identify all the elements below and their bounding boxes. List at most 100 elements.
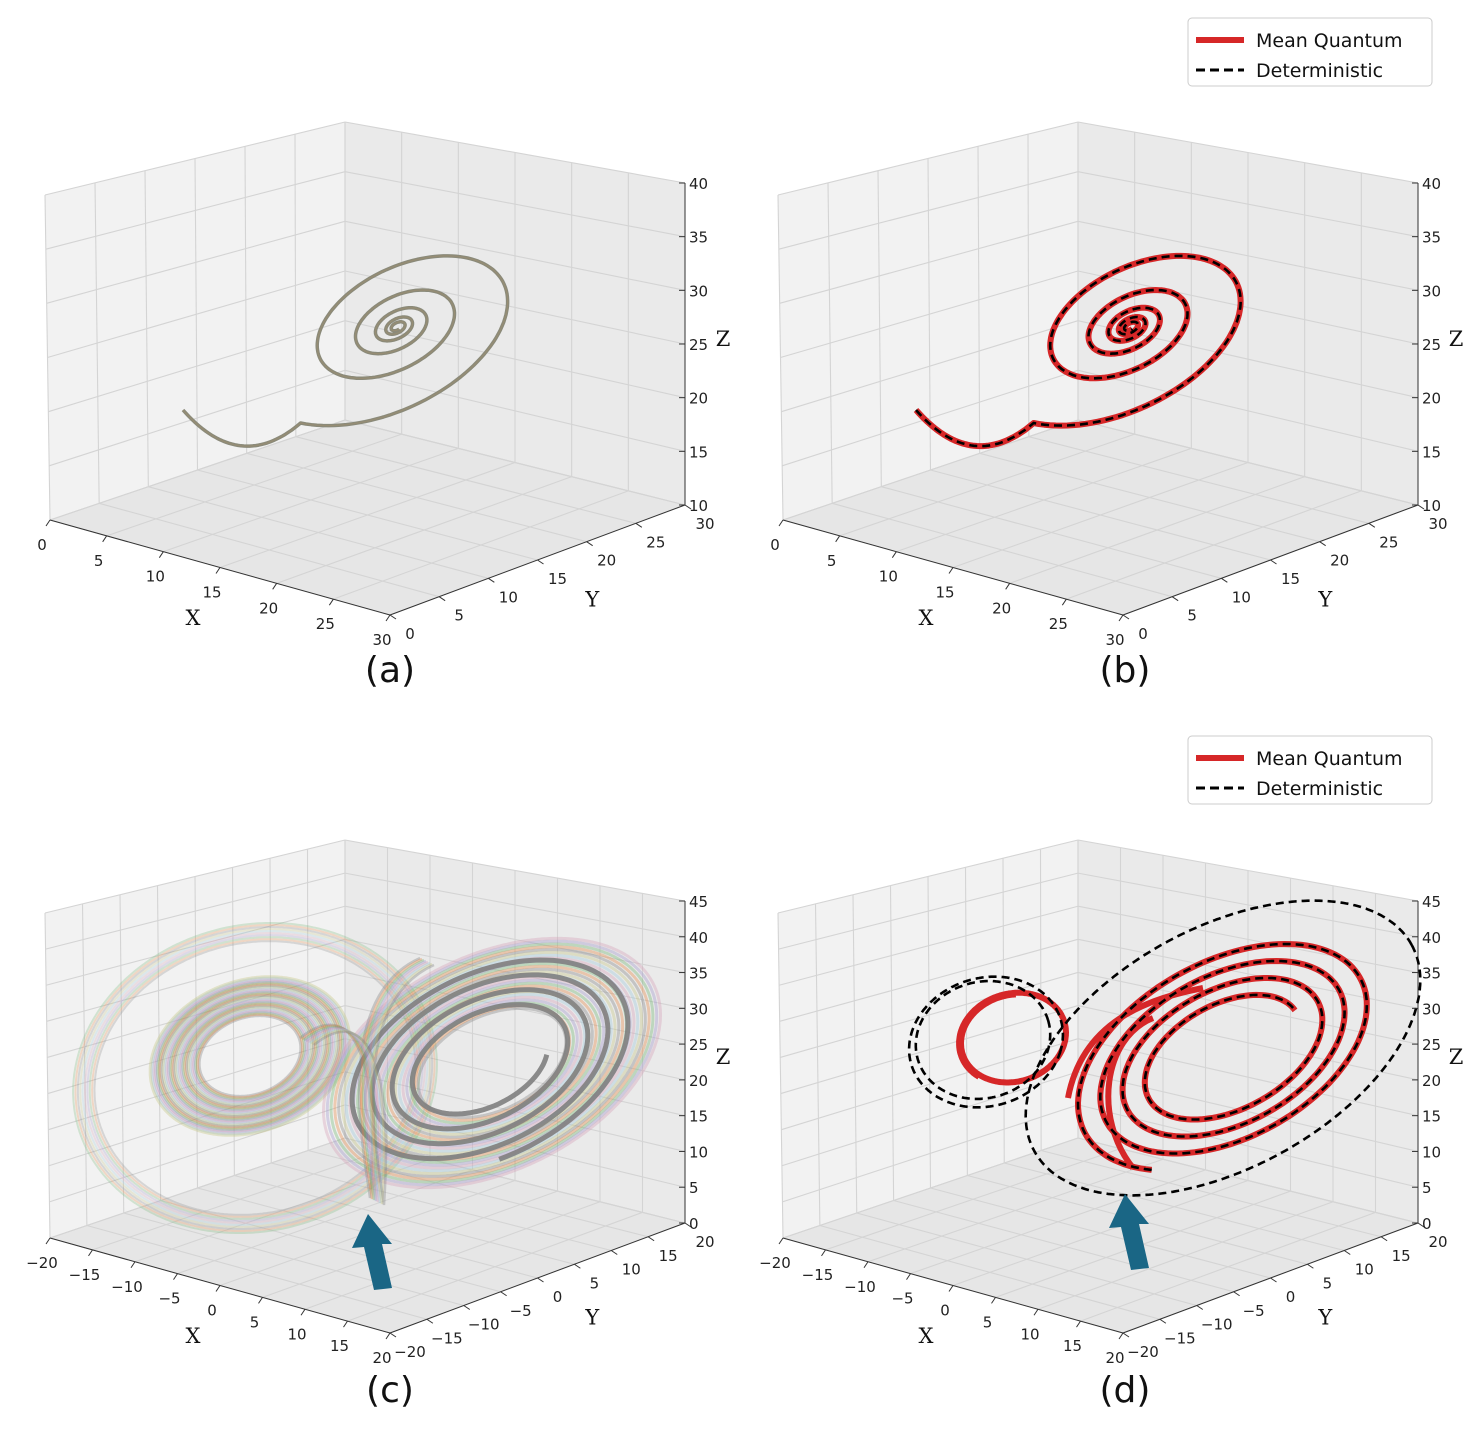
- y-tick-label: 15: [548, 570, 567, 588]
- grid-line: [778, 872, 1079, 950]
- ensemble-trajectory: [166, 989, 334, 1123]
- ensemble-trajectory: [299, 956, 421, 1199]
- z-tick-label: 20: [689, 1072, 708, 1090]
- z-tick-label: 25: [1422, 1036, 1441, 1054]
- z-tick-label: 40: [1422, 929, 1441, 947]
- y-tick-label: 15: [1281, 570, 1300, 588]
- grid-line: [344, 1005, 686, 1081]
- y-tick: [1343, 1250, 1351, 1255]
- plot-area: [181, 254, 510, 448]
- x-tick-label: 15: [202, 584, 221, 602]
- grid-line: [1077, 839, 1419, 902]
- ensemble-trajectory: [194, 1011, 306, 1101]
- y-tick: [1380, 1236, 1388, 1242]
- legend-box: [1187, 17, 1433, 87]
- z-tick-label: 15: [689, 443, 708, 461]
- ensemble-trajectory: [174, 995, 326, 1117]
- y-axis-label: Y: [1317, 588, 1333, 612]
- z-tick-label: 0: [1422, 1215, 1432, 1233]
- y-tick: [586, 541, 593, 547]
- ensemble-trajectory: [179, 999, 321, 1113]
- z-tick-label: 10: [1422, 497, 1441, 515]
- ensemble-trajectory: [305, 959, 427, 1202]
- grid-line: [927, 876, 932, 1189]
- grid-line: [782, 1137, 1079, 1239]
- z-axis-label: Z: [716, 1045, 731, 1069]
- y-tick-label: 5: [590, 1274, 600, 1292]
- grid-line: [45, 171, 346, 250]
- grid-line: [177, 1169, 473, 1275]
- grid-line: [779, 220, 1079, 304]
- grid-line: [952, 461, 1249, 569]
- z-axis-label: Z: [716, 327, 731, 351]
- y-tick-label: 5: [1187, 607, 1197, 625]
- grid-line: [48, 1038, 346, 1131]
- y-tick: [1122, 1332, 1130, 1338]
- ensemble-trajectory: [359, 964, 625, 1162]
- y-tick-label: −15: [431, 1329, 463, 1347]
- grid-line: [1077, 938, 1419, 1009]
- grid-line: [46, 938, 346, 1022]
- z-tick-label: 40: [1422, 175, 1441, 193]
- grid-line: [47, 971, 346, 1058]
- ensemble-trajectory: [150, 976, 350, 1136]
- y-tick-label: −10: [1201, 1316, 1233, 1334]
- z-tick-label: 10: [689, 1143, 708, 1161]
- grid-line: [780, 1005, 1079, 1095]
- y-tick-label: 20: [1428, 1233, 1447, 1251]
- x-tick-label: 0: [770, 536, 780, 554]
- x-tick-label: 20: [1105, 1349, 1124, 1367]
- grid-line: [344, 1104, 686, 1188]
- grid-line: [781, 369, 1079, 467]
- x-tick: [778, 1237, 784, 1245]
- x-tick: [1061, 598, 1067, 606]
- x-tick-label: 10: [287, 1325, 306, 1343]
- grid-line: [1077, 171, 1419, 238]
- y-tick: [1307, 1263, 1314, 1269]
- grid-line: [347, 1211, 643, 1322]
- y-tick: [574, 1263, 581, 1269]
- grid-line: [163, 447, 459, 553]
- x-tick: [991, 1297, 996, 1304]
- z-tick-label: 35: [1422, 229, 1441, 247]
- y-tick-label: −10: [468, 1316, 500, 1334]
- grid-line: [92, 1148, 388, 1251]
- y-tick-label: 0: [405, 625, 415, 643]
- z-tick-label: 25: [689, 336, 708, 354]
- ensemble-trajectory: [363, 967, 621, 1159]
- grid-line: [1077, 1071, 1419, 1152]
- z-tick-label: 15: [1422, 443, 1441, 461]
- z-tick-label: 5: [1422, 1179, 1432, 1197]
- grid-line: [1077, 905, 1419, 974]
- deterministic-line: [1076, 942, 1369, 1172]
- grid-line: [156, 885, 162, 1201]
- ensemble-trajectory: [155, 981, 345, 1131]
- x-tick-label: 20: [372, 1349, 391, 1367]
- grid-line: [825, 1148, 1121, 1251]
- x-tick: [385, 1332, 391, 1340]
- z-tick-label: 25: [1422, 336, 1441, 354]
- x-tick-label: −15: [802, 1266, 834, 1284]
- grid-line: [262, 1190, 558, 1298]
- grid-line: [333, 490, 629, 600]
- grid-line: [219, 461, 516, 569]
- ensemble-trajectory: [322, 936, 662, 1190]
- grid-line: [777, 121, 1079, 196]
- grid-line: [781, 1038, 1079, 1131]
- x-axis-label: X: [186, 1324, 201, 1348]
- x-tick: [328, 598, 334, 606]
- x-tick-label: 5: [983, 1313, 993, 1331]
- grid-line: [896, 447, 1192, 553]
- x-tick-label: 30: [372, 631, 391, 649]
- z-tick-label: 15: [1422, 1108, 1441, 1126]
- x-tick-label: −20: [26, 1254, 58, 1272]
- ensemble-trajectory: [93, 940, 417, 1216]
- grid-line: [106, 433, 402, 537]
- y-tick-label: 5: [454, 607, 464, 625]
- z-axis-label: Z: [1449, 1045, 1464, 1069]
- ensemble-trajectory: [72, 922, 438, 1234]
- legend-label-mean-quantum: Mean Quantum: [1256, 748, 1403, 770]
- y-tick-label: 30: [1428, 515, 1447, 533]
- grid-line: [1077, 270, 1419, 345]
